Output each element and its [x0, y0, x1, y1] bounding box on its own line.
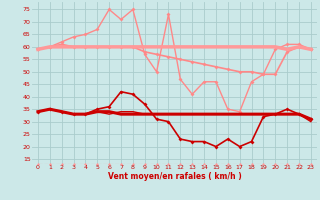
X-axis label: Vent moyen/en rafales ( km/h ): Vent moyen/en rafales ( km/h ) [108, 172, 241, 181]
